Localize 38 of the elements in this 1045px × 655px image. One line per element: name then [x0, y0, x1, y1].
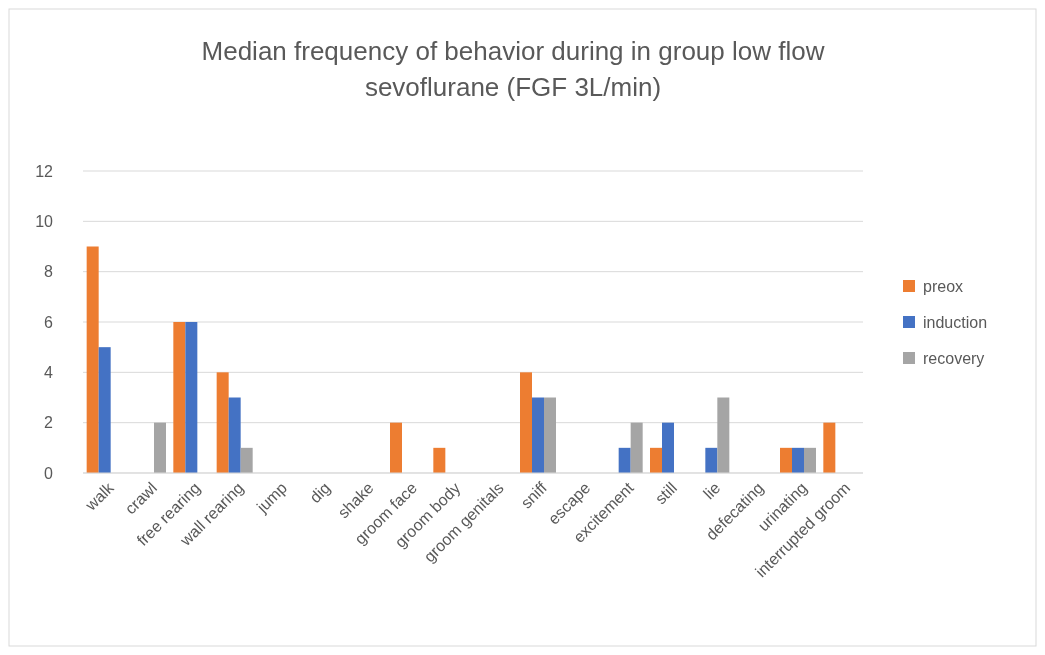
bar [717, 397, 730, 473]
bar [390, 422, 402, 473]
legend-label: preox [923, 277, 964, 295]
bar [823, 422, 836, 473]
y-tick-label: 6 [44, 313, 54, 331]
bar [705, 447, 718, 473]
bar [532, 397, 544, 473]
bar [618, 447, 631, 473]
y-tick-label: 0 [44, 464, 54, 482]
bar [650, 447, 662, 473]
y-tick-label: 10 [35, 212, 54, 230]
y-tick-label: 8 [44, 263, 54, 281]
bar [173, 322, 186, 473]
y-tick-label: 12 [35, 162, 54, 180]
chart-title: Median frequency of behavior during in group low flow sevoflurane (FGF 3L/min) [201, 36, 825, 102]
bar [98, 347, 111, 473]
bar [520, 372, 532, 473]
bar [780, 447, 792, 473]
x-tick-label: still [651, 479, 681, 508]
bar [240, 447, 253, 473]
bar [185, 322, 198, 473]
x-tick-label: sniff [517, 478, 551, 512]
bar [228, 397, 241, 473]
bar [86, 246, 99, 473]
legend-label: recovery [923, 349, 985, 367]
x-tick-label: walk [81, 478, 118, 515]
bar [154, 422, 166, 473]
bar [662, 422, 674, 473]
bar [216, 372, 229, 473]
bar [544, 397, 556, 473]
y-tick-label: 2 [44, 414, 54, 432]
bar [792, 447, 804, 473]
bar [630, 422, 643, 473]
legend-label: induction [923, 313, 988, 331]
y-tick-label: 4 [44, 363, 54, 381]
bar [804, 447, 816, 473]
x-tick-label: dig [306, 479, 334, 507]
bar [433, 447, 446, 473]
